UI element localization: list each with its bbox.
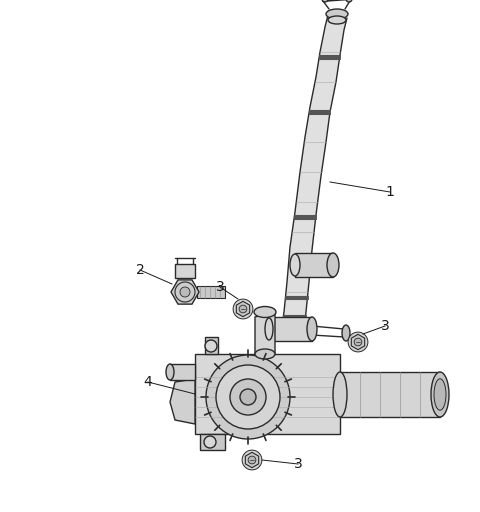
Polygon shape xyxy=(170,364,195,380)
Polygon shape xyxy=(236,301,250,317)
Polygon shape xyxy=(200,434,225,450)
Ellipse shape xyxy=(342,325,350,341)
Ellipse shape xyxy=(434,379,446,410)
Polygon shape xyxy=(340,372,440,417)
Circle shape xyxy=(206,355,290,439)
Ellipse shape xyxy=(254,307,276,317)
Ellipse shape xyxy=(431,372,449,417)
Text: 3: 3 xyxy=(294,457,302,471)
Circle shape xyxy=(230,379,266,415)
Polygon shape xyxy=(170,379,195,424)
Circle shape xyxy=(216,365,280,429)
Circle shape xyxy=(346,0,352,2)
Polygon shape xyxy=(295,253,333,277)
Circle shape xyxy=(348,332,368,352)
Ellipse shape xyxy=(326,9,348,19)
Ellipse shape xyxy=(166,364,174,380)
Circle shape xyxy=(242,450,262,470)
Circle shape xyxy=(240,389,256,405)
Polygon shape xyxy=(255,312,275,354)
Text: 4: 4 xyxy=(144,375,152,389)
Polygon shape xyxy=(280,15,347,340)
Polygon shape xyxy=(205,337,218,354)
Ellipse shape xyxy=(307,317,317,341)
Text: 3: 3 xyxy=(381,319,389,333)
Text: 2: 2 xyxy=(136,263,144,277)
Polygon shape xyxy=(351,334,365,350)
Circle shape xyxy=(322,0,328,2)
Circle shape xyxy=(175,282,195,302)
Ellipse shape xyxy=(255,349,275,359)
Ellipse shape xyxy=(327,253,339,277)
Circle shape xyxy=(205,340,217,352)
Polygon shape xyxy=(269,317,312,341)
Text: 3: 3 xyxy=(216,280,224,294)
Circle shape xyxy=(354,338,362,346)
Ellipse shape xyxy=(333,372,347,417)
Circle shape xyxy=(180,287,190,297)
Polygon shape xyxy=(197,286,225,298)
Circle shape xyxy=(239,305,247,313)
Circle shape xyxy=(248,456,256,464)
Polygon shape xyxy=(195,354,340,434)
Polygon shape xyxy=(175,264,195,278)
Text: 1: 1 xyxy=(385,185,395,199)
Polygon shape xyxy=(171,280,199,304)
Circle shape xyxy=(204,436,216,448)
Ellipse shape xyxy=(265,318,273,340)
Circle shape xyxy=(233,299,253,319)
Ellipse shape xyxy=(290,254,300,276)
Polygon shape xyxy=(245,452,259,467)
Ellipse shape xyxy=(328,16,346,24)
